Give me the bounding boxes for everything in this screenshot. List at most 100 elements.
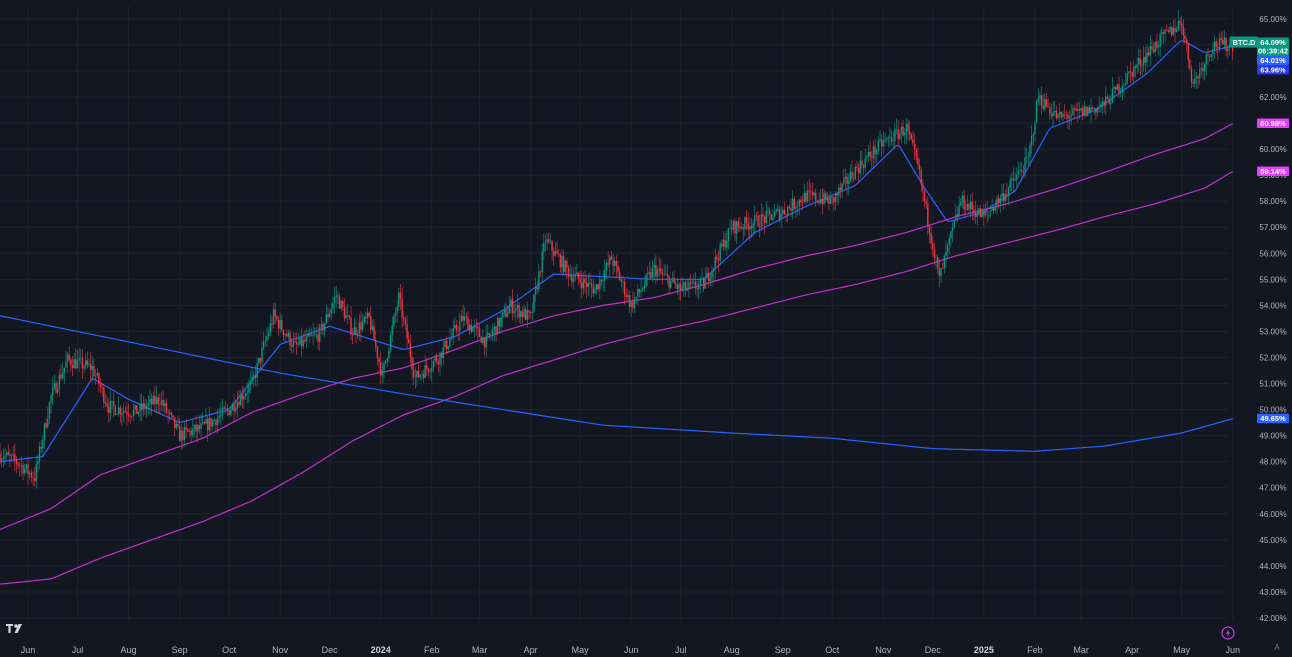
candle <box>590 278 593 299</box>
candle <box>460 309 463 322</box>
candle <box>1026 148 1028 164</box>
candle <box>988 211 990 220</box>
candle <box>528 309 530 320</box>
candle <box>538 263 540 293</box>
candle <box>571 265 573 287</box>
candle <box>1006 183 1008 201</box>
candle <box>22 461 24 481</box>
candle <box>910 132 913 141</box>
candle <box>1110 95 1112 111</box>
candle <box>745 209 748 231</box>
candle <box>505 302 507 318</box>
candle <box>52 376 54 406</box>
candle <box>1164 28 1166 43</box>
candle <box>1141 60 1143 76</box>
candle <box>587 273 590 297</box>
candle <box>286 329 288 338</box>
candle <box>778 206 781 223</box>
candle <box>549 233 552 245</box>
candle <box>892 131 894 150</box>
tradingview-logo-dot <box>14 624 18 628</box>
candle <box>81 349 84 379</box>
candle <box>1073 105 1076 119</box>
candle <box>1190 65 1193 89</box>
candle <box>836 191 838 206</box>
candle <box>1019 162 1021 172</box>
candle <box>47 407 49 430</box>
price-tag-label: 64.01% <box>1260 56 1286 65</box>
candle <box>202 411 204 426</box>
candle <box>876 148 878 163</box>
candle <box>1049 103 1051 120</box>
tradingview-logo-mark <box>14 624 22 633</box>
candle <box>754 205 756 234</box>
candle <box>834 191 837 211</box>
candle <box>1088 105 1091 114</box>
candle <box>370 306 372 335</box>
candle <box>103 384 105 409</box>
candle <box>787 204 789 223</box>
candle <box>597 283 599 292</box>
auto-scale-button[interactable]: A <box>1274 643 1280 652</box>
candle <box>506 305 509 318</box>
candle <box>180 423 182 450</box>
candle <box>813 190 815 199</box>
lightning-icon[interactable] <box>1221 626 1235 640</box>
candle <box>1098 96 1100 113</box>
candle <box>205 407 207 425</box>
candle <box>56 381 59 396</box>
y-tick-label: 62.00% <box>1259 93 1286 102</box>
candle <box>434 354 436 367</box>
candle <box>1113 85 1115 98</box>
candle <box>511 289 514 321</box>
candle <box>375 330 377 352</box>
candle <box>1091 105 1094 110</box>
candle <box>1207 48 1209 66</box>
candle <box>0 443 1 465</box>
candle <box>569 263 571 280</box>
candle <box>1068 110 1071 131</box>
symbol-tag[interactable]: BTC.D <box>1230 36 1258 48</box>
candle <box>1119 87 1122 98</box>
candle <box>136 405 138 415</box>
countdown-label: 06:39:42 <box>1258 47 1288 56</box>
candle <box>843 168 845 186</box>
candle <box>126 402 128 426</box>
candle <box>277 315 280 336</box>
candle <box>416 370 418 387</box>
candle <box>50 393 52 414</box>
candle <box>889 127 891 147</box>
tradingview-logo[interactable] <box>6 624 22 633</box>
candle <box>414 367 416 389</box>
candle <box>33 467 36 487</box>
candle <box>763 215 766 235</box>
candle <box>515 303 517 323</box>
candle <box>91 355 93 381</box>
candle <box>383 359 385 379</box>
candle <box>897 119 899 147</box>
candle <box>666 264 669 285</box>
candle <box>1111 77 1114 104</box>
candle <box>777 203 779 212</box>
candle <box>1166 24 1168 32</box>
candle <box>150 393 153 416</box>
candle <box>716 254 718 264</box>
candle <box>147 395 150 415</box>
candle <box>113 392 115 418</box>
y-tick-label: 49.00% <box>1259 432 1286 441</box>
candle <box>289 330 291 351</box>
candle <box>475 318 477 336</box>
candle <box>226 404 229 416</box>
candle <box>1218 32 1221 52</box>
x-tick-label: Feb <box>1027 645 1043 655</box>
candle <box>1154 40 1156 57</box>
candle <box>635 296 637 304</box>
candle <box>281 315 283 332</box>
candle <box>1082 104 1084 121</box>
candle <box>757 210 759 228</box>
candle <box>290 338 293 354</box>
candle <box>498 317 501 332</box>
candle <box>1194 69 1196 88</box>
candle <box>856 160 858 172</box>
